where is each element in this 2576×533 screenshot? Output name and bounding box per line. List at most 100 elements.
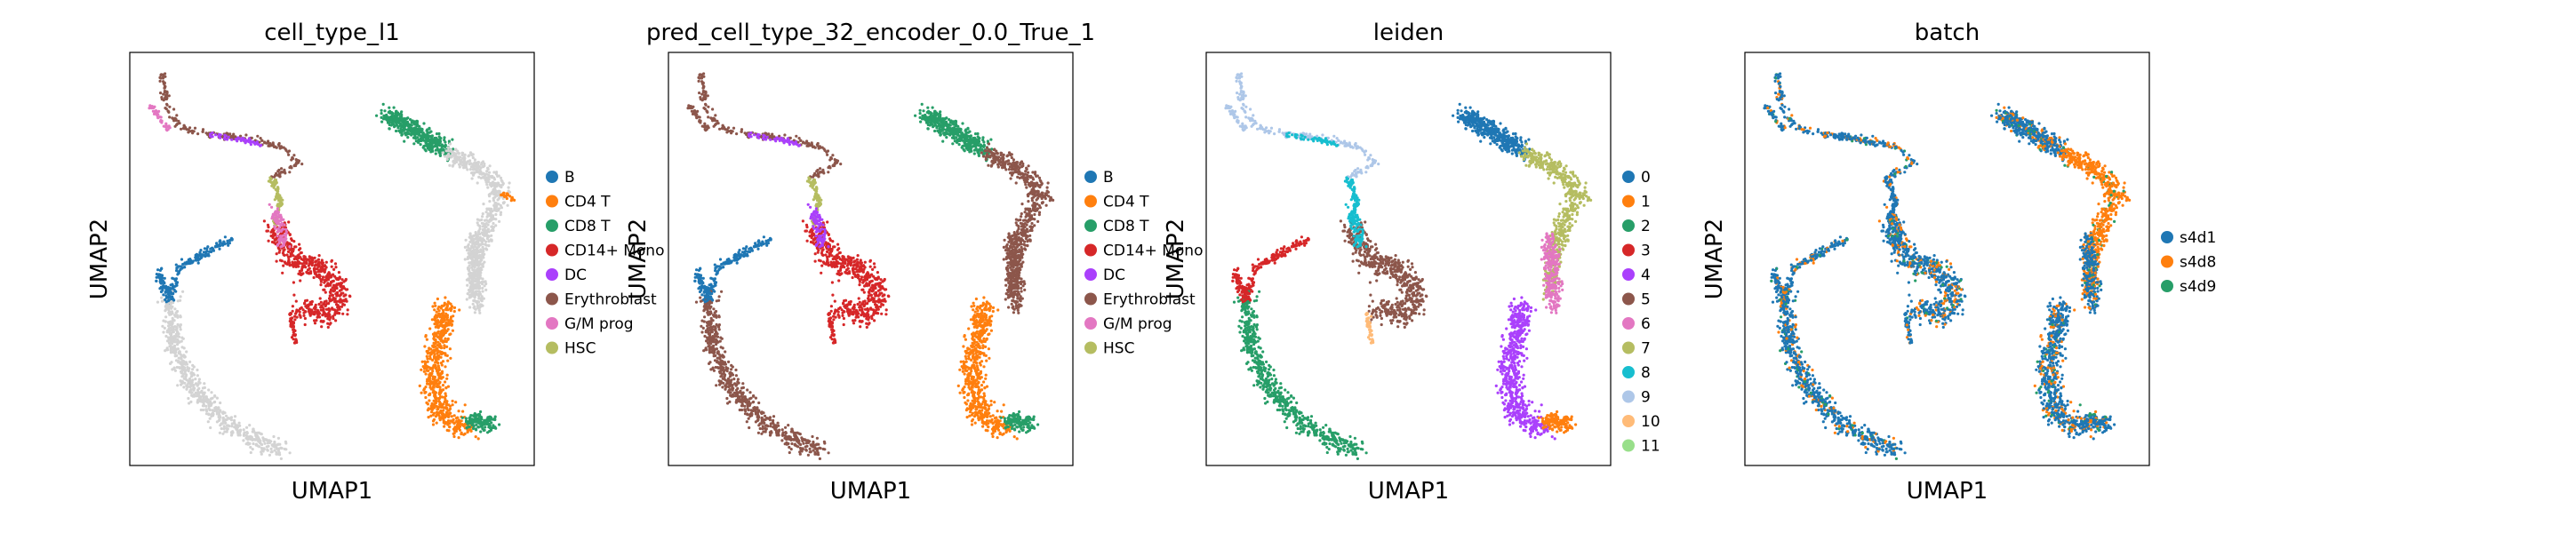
scatter-point bbox=[168, 310, 172, 314]
scatter-point bbox=[479, 292, 483, 296]
scatter-point bbox=[249, 450, 252, 455]
scatter-point bbox=[498, 219, 501, 223]
scatter-point bbox=[810, 230, 814, 234]
scatter-point bbox=[292, 240, 296, 243]
scatter-point bbox=[197, 386, 201, 390]
scatter-point bbox=[492, 180, 495, 184]
scatter-point bbox=[841, 311, 844, 314]
scatter-point bbox=[179, 328, 182, 331]
scatter-point bbox=[206, 420, 210, 424]
scatter-point bbox=[706, 94, 709, 98]
scatter-point bbox=[302, 311, 306, 314]
scatter-point bbox=[188, 377, 192, 380]
scatter-point bbox=[690, 106, 693, 110]
legend-marker bbox=[546, 317, 558, 330]
scatter-point bbox=[471, 251, 475, 254]
scatter-point bbox=[171, 297, 174, 300]
scatter-point bbox=[847, 300, 851, 304]
scatter-point bbox=[285, 253, 289, 257]
scatter-point bbox=[164, 290, 167, 294]
scatter-point bbox=[421, 365, 425, 369]
scatter-point bbox=[289, 248, 292, 251]
scatter-point bbox=[435, 413, 439, 417]
scatter-point bbox=[505, 192, 509, 195]
scatter-point bbox=[700, 76, 704, 80]
scatter-point bbox=[431, 349, 435, 353]
scatter-point bbox=[452, 306, 457, 309]
scatter-point bbox=[183, 355, 187, 359]
scatter-point bbox=[467, 160, 470, 163]
scatter-point bbox=[300, 306, 303, 309]
scatter-point bbox=[293, 314, 297, 318]
scatter-point bbox=[308, 271, 312, 274]
scatter-point bbox=[822, 261, 826, 265]
scatter-point bbox=[275, 179, 278, 183]
scatter-point bbox=[180, 346, 184, 349]
scatter-point bbox=[294, 310, 299, 314]
scatter-point bbox=[395, 129, 398, 133]
scatter-point bbox=[174, 328, 178, 331]
panel-title: cell_type_l1 bbox=[264, 20, 400, 46]
scatter-point bbox=[880, 312, 884, 315]
scatter-point bbox=[262, 219, 266, 223]
scatter-point bbox=[424, 386, 428, 389]
scatter-point bbox=[435, 421, 438, 425]
scatter-point bbox=[284, 227, 288, 231]
scatter-point bbox=[445, 373, 449, 377]
scatter-point bbox=[162, 92, 165, 96]
scatter-point bbox=[863, 260, 867, 264]
scatter-point bbox=[313, 269, 316, 273]
scatter-point bbox=[769, 138, 772, 141]
scatter-point bbox=[491, 210, 494, 213]
scatter-point bbox=[278, 172, 282, 176]
scatter-point bbox=[851, 275, 854, 280]
scatter-point bbox=[256, 134, 260, 138]
scatter-point bbox=[280, 167, 284, 171]
scatter-point bbox=[431, 344, 435, 347]
scatter-point bbox=[460, 159, 463, 163]
scatter-point bbox=[284, 235, 287, 238]
scatter-point bbox=[820, 264, 824, 267]
scatter-point bbox=[858, 283, 861, 287]
scatter-point bbox=[220, 426, 223, 431]
scatter-point bbox=[857, 297, 860, 300]
scatter-point bbox=[810, 180, 813, 184]
scatter-point bbox=[493, 415, 497, 418]
scatter-point bbox=[269, 235, 273, 238]
scatter-point bbox=[399, 123, 403, 126]
scatter-point bbox=[699, 98, 702, 101]
scatter-point bbox=[846, 303, 851, 306]
scatter-point bbox=[816, 197, 820, 202]
scatter-point bbox=[817, 172, 820, 176]
scatter-point bbox=[425, 364, 428, 368]
scatter-point bbox=[828, 164, 831, 168]
scatter-point bbox=[457, 436, 460, 440]
scatter-point bbox=[244, 139, 248, 142]
scatter-point bbox=[381, 102, 385, 106]
scatter-point bbox=[165, 90, 169, 93]
scatter-point bbox=[341, 312, 345, 315]
scatter-point bbox=[323, 264, 327, 267]
scatter-point bbox=[233, 415, 237, 418]
scatter-point bbox=[440, 405, 444, 409]
scatter-point bbox=[884, 313, 888, 316]
scatter-point bbox=[229, 434, 234, 437]
scatter-point bbox=[858, 300, 861, 304]
scatter-point bbox=[475, 423, 478, 426]
scatter-point bbox=[308, 255, 311, 259]
scatter-point bbox=[162, 281, 165, 284]
scatter-point bbox=[423, 345, 427, 348]
scatter-point bbox=[173, 340, 177, 344]
scatter-point bbox=[176, 384, 180, 387]
scatter-point bbox=[471, 155, 475, 160]
scatter-point bbox=[168, 329, 172, 332]
scatter-point bbox=[439, 409, 443, 412]
scatter-point bbox=[174, 290, 178, 293]
scatter-point bbox=[860, 275, 864, 279]
scatter-point bbox=[280, 447, 284, 450]
scatter-point bbox=[482, 238, 486, 243]
scatter-point bbox=[484, 243, 487, 246]
scatter-point bbox=[239, 134, 243, 138]
scatter-point bbox=[206, 398, 210, 402]
scatter-point bbox=[463, 160, 467, 163]
